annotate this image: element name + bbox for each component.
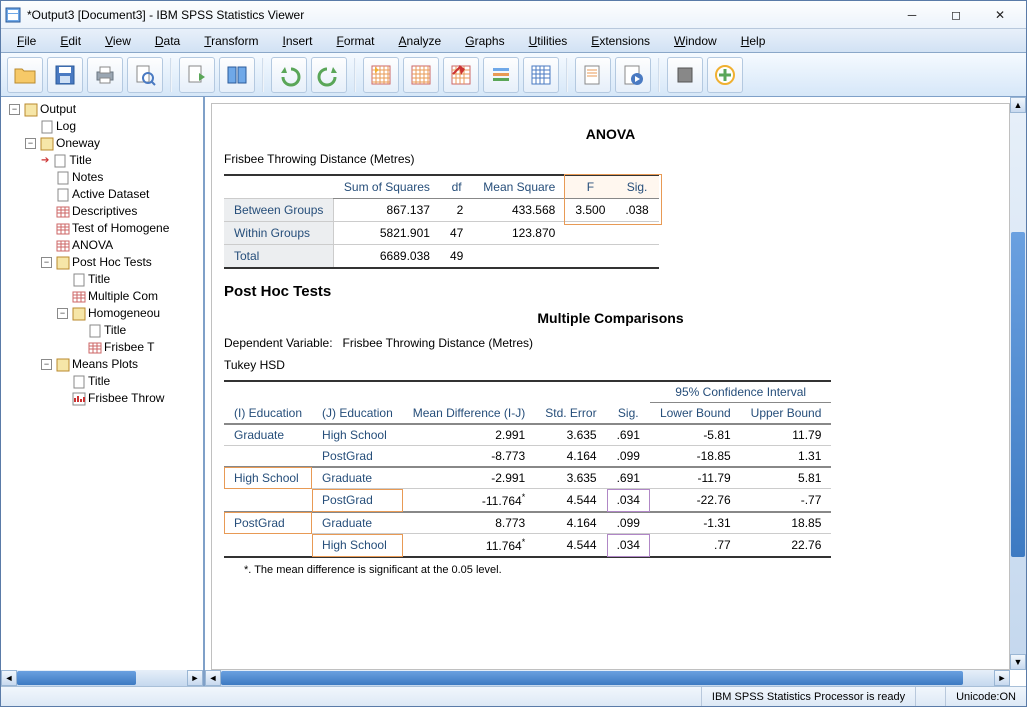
menu-file[interactable]: File (7, 32, 46, 50)
tree-notes[interactable]: Notes (72, 169, 103, 186)
tree-means[interactable]: Means Plots (72, 356, 138, 373)
menu-analyze[interactable]: Analyze (389, 32, 452, 50)
output-icon (24, 103, 38, 117)
add-button[interactable] (707, 57, 743, 93)
redo-button[interactable] (311, 57, 347, 93)
menu-data[interactable]: Data (145, 32, 190, 50)
output-content: ANOVA Frisbee Throwing Distance (Metres)… (212, 104, 1009, 592)
depvar-value: Frisbee Throwing Distance (Metres) (343, 336, 534, 350)
stop-button[interactable] (667, 57, 703, 93)
tree-ptitle[interactable]: Title (88, 271, 110, 288)
main-area: −Output Log −Oneway ➔Title Notes Active … (1, 97, 1026, 686)
posthoc-heading: Post Hoc Tests (224, 283, 997, 300)
menu-help[interactable]: Help (731, 32, 776, 50)
run-button[interactable] (615, 57, 651, 93)
export-button[interactable] (179, 57, 215, 93)
menu-view[interactable]: View (95, 32, 141, 50)
posthoc-method: Tukey HSD (224, 358, 997, 372)
statusbar: IBM SPSS Statistics Processor is ready U… (1, 686, 1026, 706)
title-icon (53, 154, 67, 168)
titlebar: *Output3 [Document3] - IBM SPSS Statisti… (1, 1, 1026, 29)
folder-icon (56, 358, 70, 372)
table-icon (88, 341, 102, 355)
log-icon (40, 120, 54, 134)
anova-table[interactable]: Sum of SquaresdfMean SquareFSig.Between … (224, 174, 659, 269)
folder-icon (40, 137, 54, 151)
designate-window-button[interactable] (575, 57, 611, 93)
tree-mfriz[interactable]: Frisbee Throw (88, 390, 164, 407)
goto-data-button[interactable] (363, 57, 399, 93)
open-button[interactable] (7, 57, 43, 93)
menu-window[interactable]: Window (664, 32, 727, 50)
menu-format[interactable]: Format (327, 32, 385, 50)
menu-extensions[interactable]: Extensions (581, 32, 660, 50)
insert-button[interactable] (523, 57, 559, 93)
minimize-button[interactable]: ─ (890, 4, 934, 26)
variables-button[interactable] (443, 57, 479, 93)
menu-graphs[interactable]: Graphs (455, 32, 514, 50)
select-button[interactable] (483, 57, 519, 93)
window-title: *Output3 [Document3] - IBM SPSS Statisti… (27, 8, 890, 22)
folder-icon (72, 307, 86, 321)
dialog-recall-button[interactable] (219, 57, 255, 93)
tree-hscroll[interactable]: ◄► (1, 670, 203, 686)
menu-utilities[interactable]: Utilities (519, 32, 578, 50)
tree-oneway[interactable]: Oneway (56, 135, 100, 152)
table-icon (72, 290, 86, 304)
menu-edit[interactable]: Edit (50, 32, 91, 50)
status-unicode: Unicode:ON (945, 687, 1026, 706)
menu-insert[interactable]: Insert (272, 32, 322, 50)
menu-transform[interactable]: Transform (194, 32, 268, 50)
tree-log[interactable]: Log (56, 118, 76, 135)
tree-post[interactable]: Post Hoc Tests (72, 254, 152, 271)
tree-desc[interactable]: Descriptives (72, 203, 137, 220)
table-icon (56, 205, 70, 219)
mc-heading: Multiple Comparisons (224, 310, 997, 326)
save-button[interactable] (47, 57, 83, 93)
dataset-icon (56, 188, 70, 202)
anova-heading: ANOVA (224, 126, 997, 142)
tree-htitle[interactable]: Title (104, 322, 126, 339)
depvar-label: Dependent Variable: (224, 336, 333, 350)
tree-anova[interactable]: ANOVA (72, 237, 113, 254)
notes-icon (56, 171, 70, 185)
goto-case-button[interactable] (403, 57, 439, 93)
tree-friz[interactable]: Frisbee T (104, 339, 154, 356)
tree-mtitle[interactable]: Title (88, 373, 110, 390)
doc-vscroll[interactable]: ▲▼ (1010, 97, 1026, 670)
chart-icon (72, 392, 86, 406)
menubar: FileEditViewDataTransformInsert FormatAna… (1, 29, 1026, 53)
outline-pane: −Output Log −Oneway ➔Title Notes Active … (1, 97, 205, 686)
close-button[interactable]: ✕ (978, 4, 1022, 26)
outline-tree[interactable]: −Output Log −Oneway ➔Title Notes Active … (3, 101, 201, 407)
undo-button[interactable] (271, 57, 307, 93)
table-icon (56, 239, 70, 253)
status-processor: IBM SPSS Statistics Processor is ready (701, 687, 915, 706)
tree-active[interactable]: Active Dataset (72, 186, 149, 203)
mc-table[interactable]: (I) Education(J) EducationMean Differenc… (224, 380, 831, 558)
tree-output[interactable]: Output (40, 101, 76, 118)
tree-hsub[interactable]: Homogeneou (88, 305, 160, 322)
tree-homo[interactable]: Test of Homogene (72, 220, 169, 237)
preview-button[interactable] (127, 57, 163, 93)
doc-hscroll[interactable]: ◄► (205, 670, 1010, 686)
tree-mult[interactable]: Multiple Com (88, 288, 158, 305)
folder-icon (56, 256, 70, 270)
toolbar (1, 53, 1026, 97)
title-icon (72, 375, 86, 389)
anova-caption: Frisbee Throwing Distance (Metres) (224, 152, 997, 166)
tree-title[interactable]: Title (69, 152, 91, 169)
document-pane: ANOVA Frisbee Throwing Distance (Metres)… (205, 97, 1026, 686)
title-icon (88, 324, 102, 338)
title-icon (72, 273, 86, 287)
mc-footnote: *. The mean difference is significant at… (224, 564, 997, 576)
table-icon (56, 222, 70, 236)
maximize-button[interactable]: ◻ (934, 4, 978, 26)
print-button[interactable] (87, 57, 123, 93)
app-icon (5, 7, 21, 23)
